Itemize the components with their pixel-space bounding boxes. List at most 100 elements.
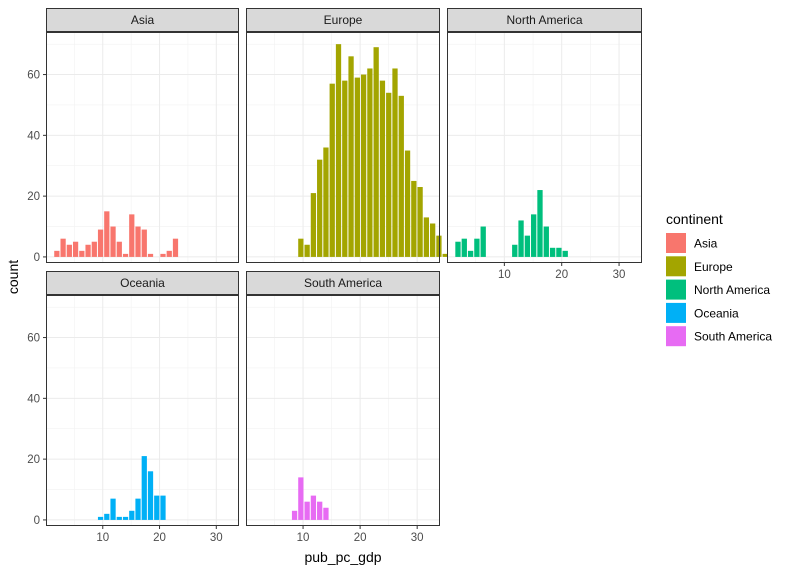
- histogram-bar: [329, 83, 335, 257]
- histogram-bar: [72, 241, 79, 257]
- x-tick-label: 30: [411, 532, 424, 544]
- facet-asia: Asia: [46, 8, 239, 263]
- histogram-bar: [417, 187, 423, 257]
- y-axis-title: count: [5, 260, 21, 294]
- histogram-bar: [430, 223, 436, 257]
- histogram-bar: [135, 226, 141, 257]
- facet-panels: Asia Europe North America Oceania South Amer…: [46, 8, 642, 526]
- x-tick-label: 10: [96, 532, 109, 544]
- facet-europe: Europe: [246, 8, 448, 263]
- panel-border: [246, 295, 440, 526]
- legend-label-oceania: Oceania: [694, 306, 739, 320]
- panel-background: [246, 295, 440, 526]
- facet-strip: [246, 8, 440, 32]
- histogram-bar: [154, 495, 160, 520]
- histogram-bar: [461, 238, 467, 257]
- histogram-bar: [310, 495, 317, 520]
- histogram-bar: [348, 56, 354, 257]
- facet-strip: [246, 271, 440, 295]
- panel-border: [246, 32, 440, 263]
- histogram-bar: [97, 516, 104, 520]
- histogram-bar: [104, 211, 110, 257]
- histogram-bar: [512, 244, 518, 257]
- y-tick-label: 20: [27, 191, 40, 203]
- axes-layer: 0 20 40 60 10 20 30 0 20 40 60 10 20 30 10 20 30: [27, 70, 625, 544]
- legend-label-north-america: North America: [694, 283, 770, 297]
- y-tick-label: 60: [27, 333, 40, 345]
- histogram-bar: [116, 516, 122, 520]
- legend-key-south-america: [666, 326, 686, 347]
- y-tick-label: 0: [34, 515, 40, 527]
- histogram-bar: [531, 214, 537, 257]
- histogram-bar: [392, 68, 398, 257]
- histogram-bar: [549, 247, 556, 257]
- histogram-bar: [147, 253, 154, 257]
- histogram-bar: [79, 250, 85, 257]
- histogram-bar: [60, 238, 66, 257]
- facet-strip: [447, 8, 642, 32]
- histogram-bar: [317, 501, 323, 520]
- histogram-bar: [166, 250, 172, 257]
- histogram-bar: [110, 498, 116, 520]
- legend-key-oceania: [666, 302, 686, 323]
- x-tick-label: 30: [210, 532, 223, 544]
- y-tick-label: 0: [34, 252, 40, 264]
- histogram-bar: [91, 241, 97, 257]
- histogram-bar: [335, 44, 342, 257]
- x-axis-title: pub_pc_gdp: [304, 549, 381, 565]
- histogram-bar: [423, 217, 430, 257]
- histogram-bar: [562, 250, 568, 257]
- facet-strip: [46, 271, 239, 295]
- histogram-bar: [323, 147, 329, 257]
- x-tick-label: 10: [297, 532, 310, 544]
- legend-key-europe: [666, 256, 686, 277]
- legend-label-asia: Asia: [694, 237, 718, 251]
- y-tick-label: 60: [27, 70, 40, 82]
- x-tick-label: 20: [555, 269, 568, 281]
- histogram-bar: [160, 495, 166, 520]
- histogram-bar: [304, 244, 310, 257]
- histogram-bar: [304, 501, 310, 520]
- facet-oceania: Oceania: [46, 271, 239, 526]
- histogram-bar: [524, 235, 531, 257]
- histogram-bar: [129, 214, 135, 257]
- histogram-bar: [518, 220, 524, 257]
- panel-border: [46, 295, 239, 526]
- histogram-bar: [135, 498, 141, 520]
- legend-key-north-america: [666, 279, 686, 300]
- legend-label-south-america: South America: [694, 330, 772, 344]
- histogram-bar: [291, 510, 298, 520]
- histogram-bar: [543, 226, 549, 257]
- histogram-bar: [379, 80, 386, 257]
- histogram-bar: [442, 253, 448, 257]
- histogram-bar: [97, 229, 104, 257]
- histogram-bar: [373, 47, 379, 257]
- histogram-bar: [317, 159, 323, 257]
- histogram-bar: [480, 226, 486, 257]
- histogram-bar: [122, 253, 129, 257]
- legend: continent Asia Europe North America Oceania…: [666, 211, 772, 347]
- facet-north-america: North America: [447, 8, 642, 263]
- y-tick-label: 40: [27, 393, 40, 405]
- histogram-bar: [398, 95, 404, 257]
- legend-title: continent: [666, 211, 723, 227]
- histogram-bar: [467, 250, 474, 257]
- histogram-bar: [323, 507, 329, 520]
- histogram-bar: [436, 235, 442, 257]
- panel-background: [46, 32, 239, 263]
- histogram-bar: [474, 238, 480, 257]
- panel-border: [46, 32, 239, 263]
- histogram-bar: [298, 238, 304, 257]
- histogram-bar: [310, 193, 317, 257]
- legend-label-europe: Europe: [694, 260, 733, 274]
- histogram-bar: [386, 92, 392, 257]
- y-tick-label: 40: [27, 130, 40, 142]
- histogram-bar: [141, 456, 147, 520]
- facet-strip-label: Asia: [131, 13, 155, 27]
- x-tick-label: 20: [153, 532, 166, 544]
- histogram-bar: [537, 190, 543, 257]
- histogram-bar: [455, 241, 461, 257]
- facet-strip-label: South America: [304, 276, 382, 290]
- histogram-bar: [172, 238, 179, 257]
- x-tick-label: 30: [613, 269, 626, 281]
